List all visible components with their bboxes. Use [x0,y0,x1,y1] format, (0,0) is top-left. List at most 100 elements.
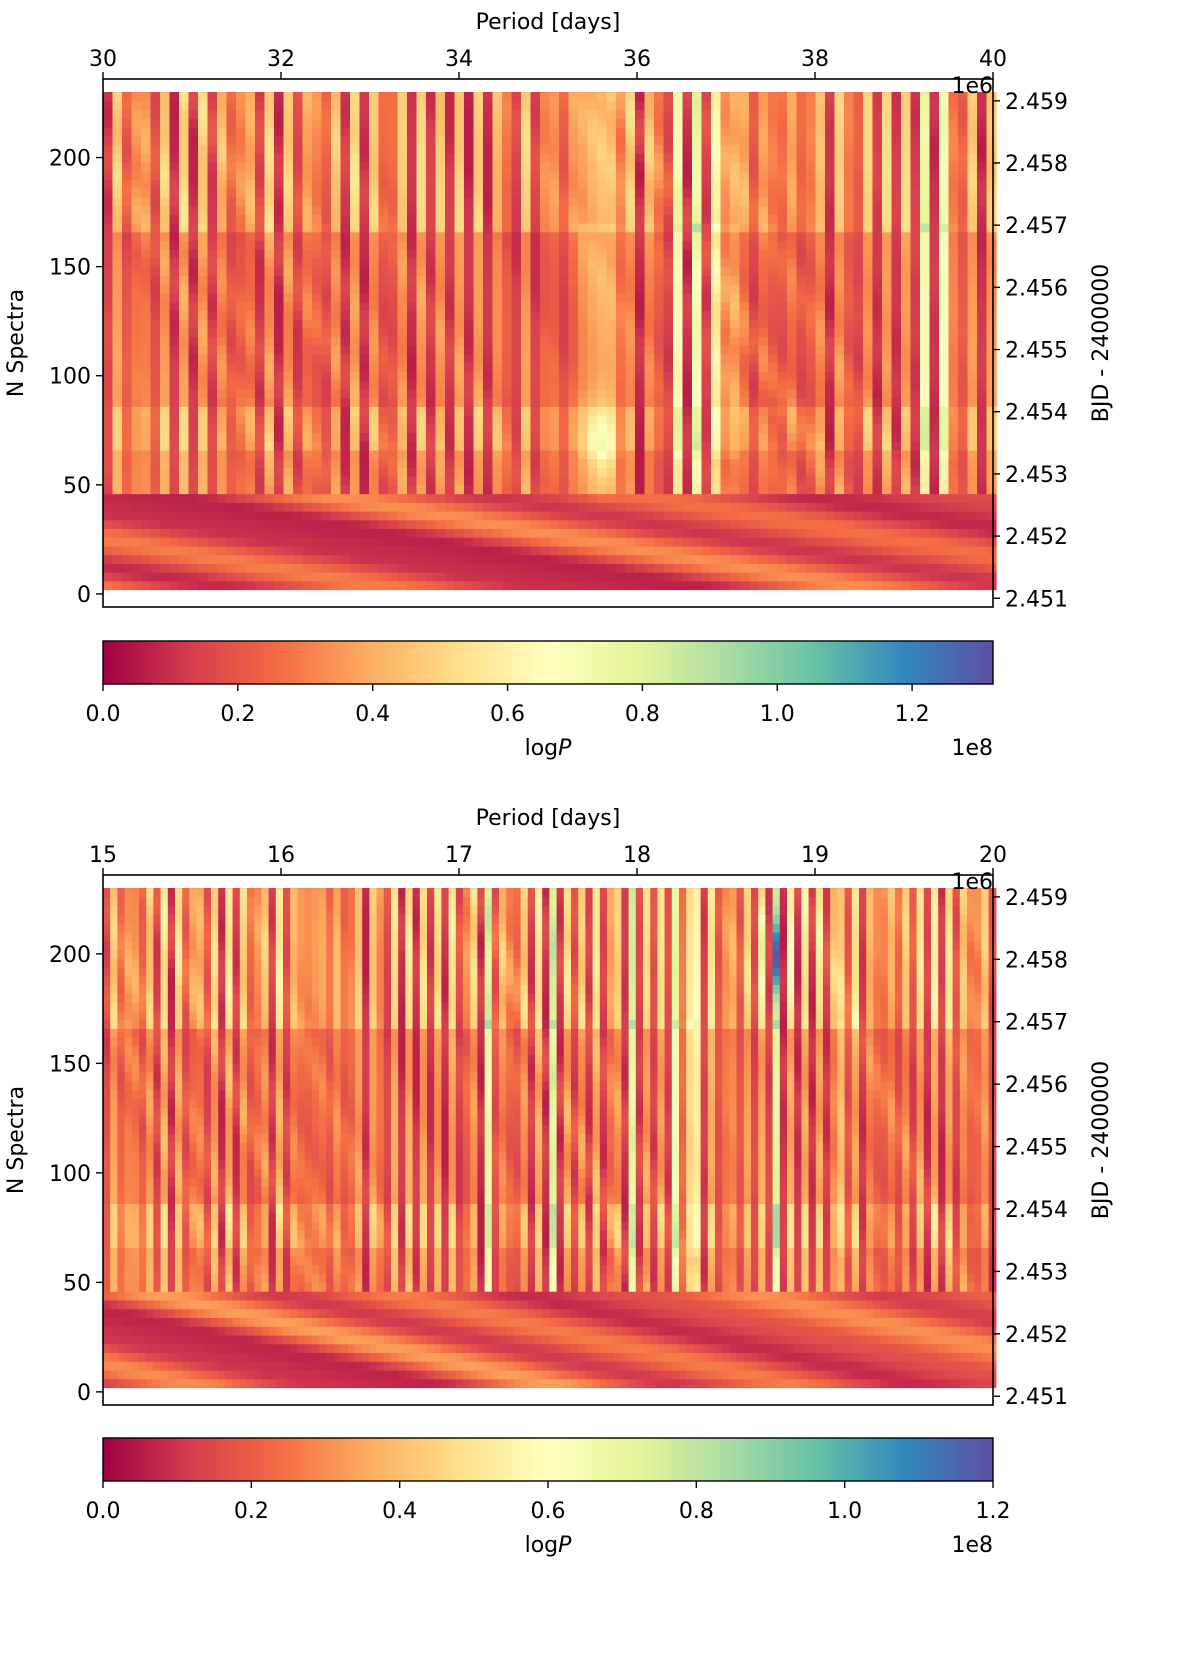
heatmap-cell [217,92,228,102]
heatmap-cell [559,476,570,486]
heatmap-cell [549,345,560,355]
heatmap-cell [749,406,760,416]
heatmap-cell [397,205,408,215]
heatmap-cell [815,493,826,503]
heatmap-cell [844,537,855,547]
heatmap-cell [711,511,722,521]
heatmap-cell [901,467,912,477]
heatmap-cell [521,432,532,442]
heatmap-cell [445,484,456,495]
heatmap-cell [806,275,817,285]
heatmap-cell [141,275,152,285]
heatmap-cell [521,196,532,207]
heatmap-cell [682,563,693,573]
heatmap-cell [739,449,750,460]
heatmap-cell [882,415,893,425]
heatmap-cell [549,196,560,207]
heatmap-cell [701,240,712,250]
heatmap-cell [131,92,142,102]
heatmap-cell [378,92,389,102]
heatmap-cell [217,100,228,111]
heatmap-cell [530,537,541,547]
heatmap-cell [920,476,931,486]
heatmap-cell [426,100,437,111]
heatmap-cell [122,170,133,180]
heatmap-cell [293,310,304,320]
heatmap-cell [625,554,636,564]
heatmap-cell [559,188,570,198]
heatmap-cell [663,240,674,250]
heatmap-cell [568,519,579,530]
heatmap-cell [882,572,893,582]
heatmap-cell [188,223,199,233]
heatmap-cell [806,92,817,102]
heatmap-cell [502,371,513,381]
heatmap-cell [426,144,437,154]
heatmap-cell [777,327,788,338]
heatmap-cell [293,284,304,294]
heatmap-cell [787,371,798,381]
heatmap-cell [616,127,627,137]
heatmap-cell [701,127,712,137]
heatmap-cell [929,476,940,486]
heatmap-cell [264,284,275,294]
heatmap-cell [635,493,646,503]
heatmap-cell [103,92,114,102]
heatmap-cell [283,153,294,163]
heatmap-cell [169,441,180,451]
heatmap-cell [521,441,532,451]
heatmap-cell [426,153,437,163]
heatmap-cell [806,537,817,547]
heatmap-cell [160,554,171,564]
heatmap-cell [150,493,161,503]
heatmap-cell [416,537,427,547]
heatmap-cell [635,345,646,355]
heatmap-cell [540,415,551,425]
heatmap-cell [616,161,627,172]
heatmap-cell [834,511,845,521]
heatmap-cell [502,301,513,311]
heatmap-cell [274,528,285,538]
heatmap-cell [492,257,503,268]
heatmap-cell [473,388,484,399]
heatmap-cell [587,275,598,285]
heatmap-cell [236,275,247,285]
heatmap-cell [929,345,940,355]
heatmap-cell [397,353,408,364]
heatmap-cell [920,179,931,189]
heatmap-cell [644,109,655,119]
heatmap-cell [264,301,275,311]
heatmap-cell [331,161,342,172]
heatmap-cell [426,415,437,425]
heatmap-cell [682,397,693,407]
heatmap-cell [597,493,608,503]
heatmap-cell [853,327,864,338]
heatmap-cell [188,415,199,425]
heatmap-cell [749,257,760,268]
heatmap-cell [426,188,437,198]
heatmap-cell [616,572,627,582]
heatmap-cell [844,284,855,294]
heatmap-cell [568,179,579,189]
heatmap-cell [844,371,855,381]
heatmap-cell [559,319,570,329]
heatmap-cell [929,319,940,329]
heatmap-cell [464,415,475,425]
heatmap-cell [597,449,608,460]
heatmap-cell [492,388,503,399]
heatmap-cell [435,580,446,591]
heatmap-cell [407,161,418,172]
heatmap-cell [426,554,437,564]
heatmap-cell [131,458,142,468]
heatmap-cell [378,353,389,364]
heatmap-cell [188,336,199,346]
heatmap-cell [141,563,152,573]
heatmap-cell [473,353,484,364]
heatmap-cell [302,423,313,434]
heatmap-cell [198,528,209,538]
heatmap-cell [654,275,665,285]
heatmap-cell [606,345,617,355]
heatmap-cell [521,519,532,530]
heatmap-cell [568,554,579,564]
heatmap-cell [920,528,931,538]
